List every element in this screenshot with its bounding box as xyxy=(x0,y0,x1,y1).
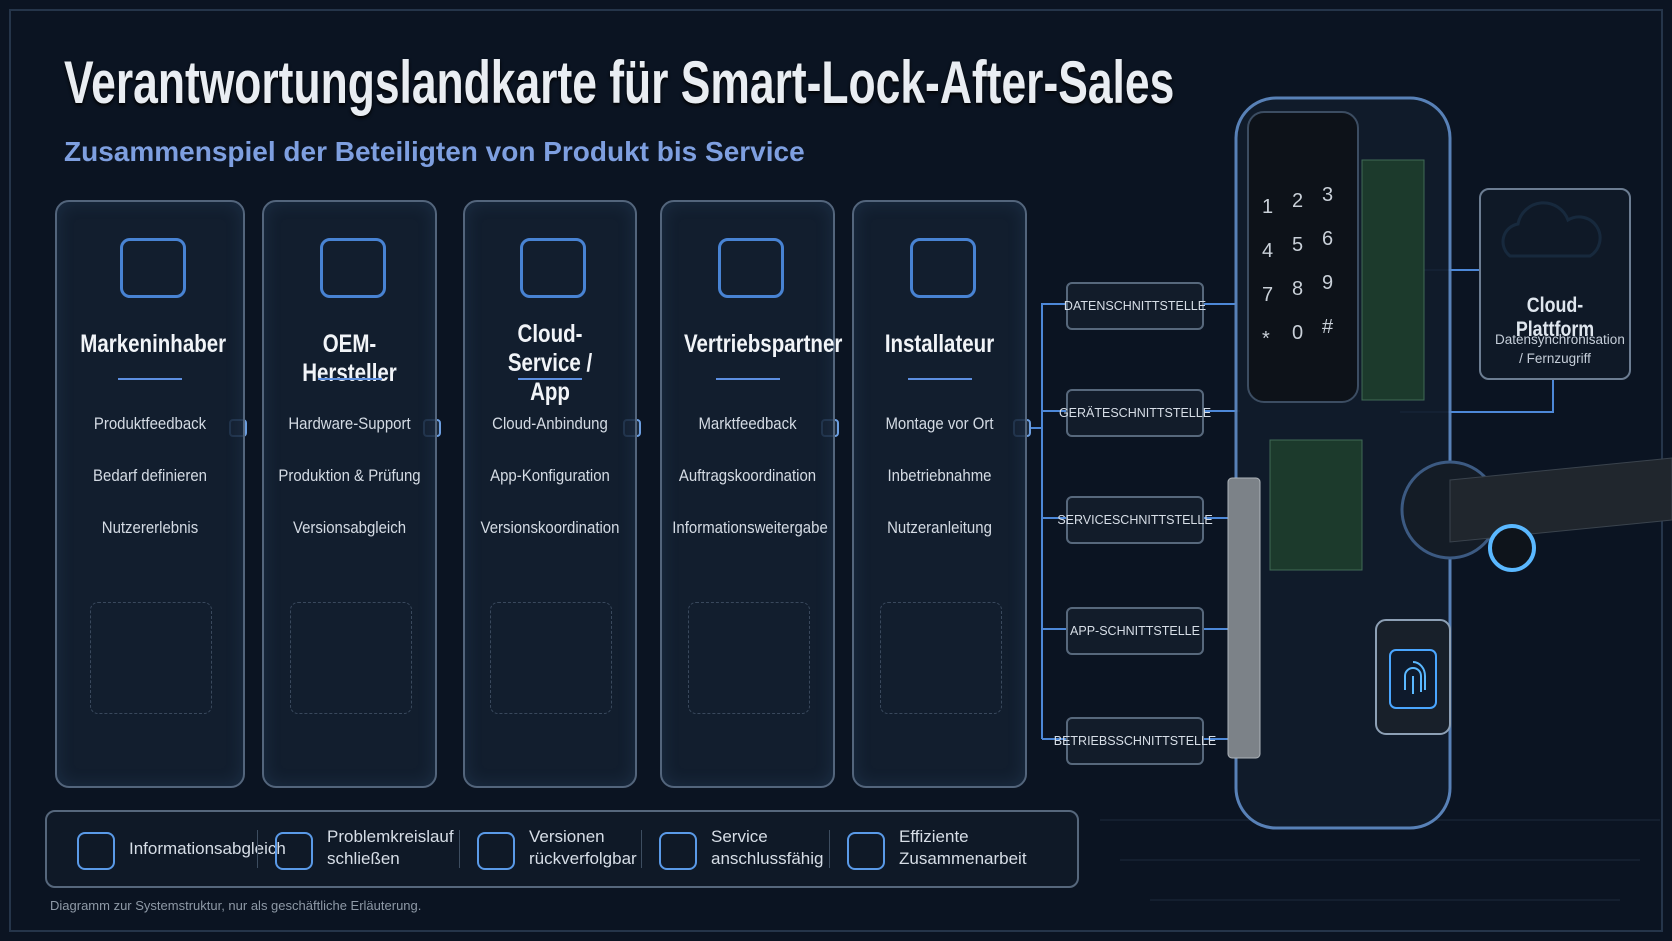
column-item: Versionsabgleich xyxy=(292,518,407,537)
column-item: Auftragskoordination xyxy=(678,466,817,485)
interface-label: DATENSCHNITTSTELLE xyxy=(1064,282,1206,330)
interface-label: APP-SCHNITTSTELLE xyxy=(1066,607,1204,655)
benefit-text: Informationsabgleich xyxy=(129,839,286,858)
keypad-key: 8 xyxy=(1292,278,1304,300)
keypad-key: * xyxy=(1262,328,1270,350)
keypad-key: 6 xyxy=(1322,228,1334,250)
keypad-key: 2 xyxy=(1292,190,1304,212)
column-icon xyxy=(909,238,976,298)
column: OEM-Hersteller Hardware-Support Produktion… xyxy=(262,200,437,788)
cloud-subtitle: Datensynchronisation / Fernzugriff xyxy=(1495,332,1625,366)
benefit-icon xyxy=(659,832,697,870)
keypad-key: 5 xyxy=(1292,234,1304,256)
column-item: Inbetriebnahme xyxy=(887,466,992,485)
benefit-text: Versionen rückverfolgbar xyxy=(529,827,637,868)
benefit-icon xyxy=(275,832,313,870)
interface-label: GERÄTESCHNITTSTELLE xyxy=(1059,389,1211,437)
column-illustration xyxy=(879,602,1002,714)
column-divider xyxy=(907,378,972,380)
footnote: Diagramm zur Systemstruktur, nur als ges… xyxy=(50,898,422,913)
column-illustration xyxy=(289,602,412,714)
column-item: Hardware-Support xyxy=(288,414,411,433)
keypad-key: 0 xyxy=(1292,322,1304,344)
benefit-separator xyxy=(459,830,460,868)
benefit-separator xyxy=(641,830,642,868)
column-item: Montage vor Ort xyxy=(885,414,994,433)
column-title: OEM-Hersteller xyxy=(302,330,397,387)
column-item: Cloud-Anbindung xyxy=(492,414,608,433)
interface-label: SERVICESCHNITTSTELLE xyxy=(1057,496,1213,544)
column-item: Produktion & Prüfung xyxy=(278,466,421,485)
benefit-text: Effiziente Zusammenarbeit xyxy=(899,827,1027,868)
benefit-icon xyxy=(77,832,115,870)
column-title: Cloud-Service / App xyxy=(507,320,593,406)
column-item: Nutzeranleitung xyxy=(887,518,992,537)
column-icon xyxy=(120,238,186,298)
column-divider xyxy=(715,378,780,380)
benefit-icon xyxy=(847,832,885,870)
column-item: Informationsweitergabe xyxy=(672,518,828,537)
benefit-separator xyxy=(257,830,258,868)
keypad-key: 7 xyxy=(1262,284,1274,306)
cloud-title: Cloud-Plattform xyxy=(1515,294,1595,341)
column-item: Bedarf definieren xyxy=(93,466,207,485)
benefit-icon xyxy=(477,832,515,870)
keypad-key: 4 xyxy=(1262,240,1274,262)
keypad-key: 1 xyxy=(1262,196,1274,218)
column-item: Produktfeedback xyxy=(93,414,207,433)
subtitle: Zusammenspiel der Beteiligten von Produk… xyxy=(64,136,805,167)
column-title: Markeninhaber xyxy=(80,330,227,358)
column-item: Marktfeedback xyxy=(698,414,797,433)
column-icon xyxy=(520,238,586,298)
cloud-box: Cloud-Plattform Datensynchronisation / F… xyxy=(1479,188,1631,380)
column-title: Installateur xyxy=(884,330,995,358)
column-item: Versionskoordination xyxy=(480,518,620,537)
column: Vertriebspartner Marktfeedback Auftragskoo… xyxy=(660,200,843,788)
column-item: Nutzererlebnis xyxy=(101,518,199,537)
column-illustration xyxy=(490,602,612,714)
column-icon xyxy=(319,238,386,298)
column-divider xyxy=(118,378,182,380)
column-illustration xyxy=(687,602,810,714)
title: Verantwortungslandkarte für Smart-Lock-A… xyxy=(64,49,1175,116)
keypad-key: # xyxy=(1322,316,1334,338)
column: Markeninhaber Produktfeedback Bedarf defin… xyxy=(55,200,245,788)
column-divider xyxy=(317,378,382,380)
column-divider xyxy=(518,378,582,380)
benefit-separator xyxy=(829,830,830,868)
keypad-key: 9 xyxy=(1322,272,1334,294)
interface-label: BETRIEBSSCHNITTSTELLE xyxy=(1054,717,1216,765)
keypad-key: 3 xyxy=(1322,184,1334,206)
column-illustration xyxy=(90,602,212,714)
column: Cloud-Service / App Cloud-Anbindung App-Ko… xyxy=(463,200,637,788)
column-icon xyxy=(717,238,784,298)
column-title: Vertriebspartner xyxy=(683,330,843,358)
column: Installateur Montage vor Ort Inbetriebnahm… xyxy=(852,200,1027,788)
benefit-text: Problemkreislauf schließen xyxy=(327,827,454,868)
column-item: App-Konfiguration xyxy=(490,466,610,485)
benefit-text: Service anschlussfähig xyxy=(711,827,824,868)
benefit-bar: Informationsabgleich Problemkreislauf sch… xyxy=(45,810,1079,888)
